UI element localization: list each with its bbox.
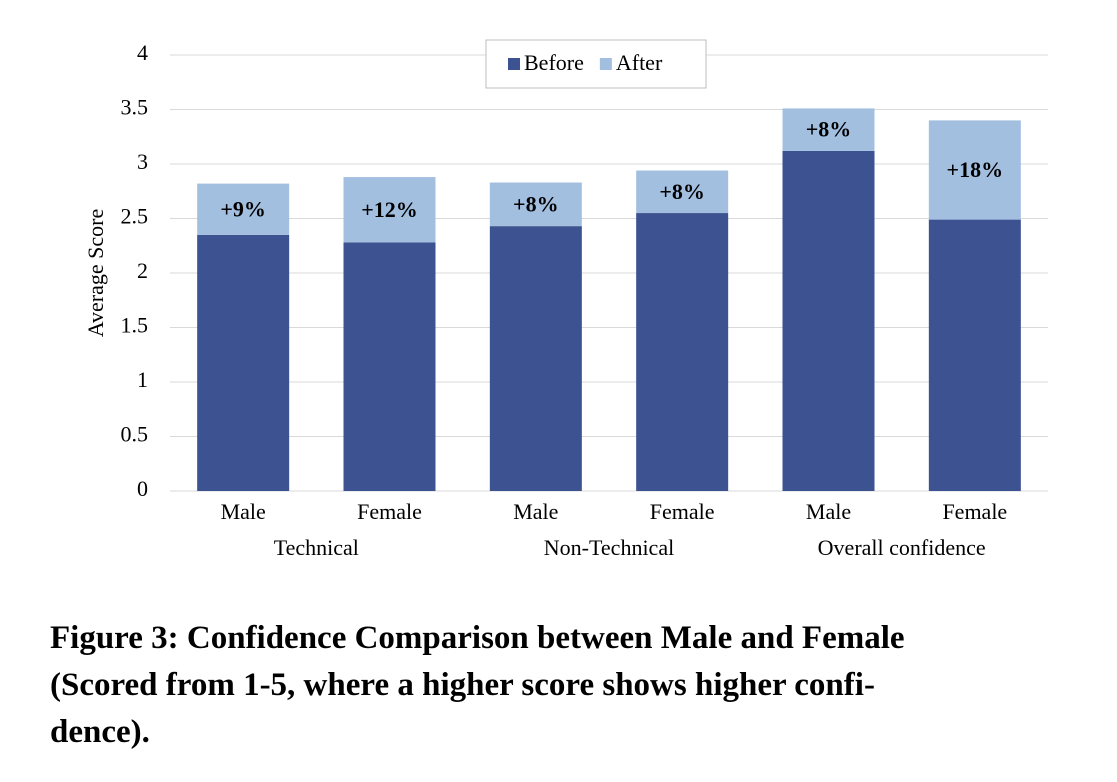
y-axis-label: Average Score <box>83 209 108 337</box>
bar-annotation: +12% <box>361 197 418 222</box>
x-tick-label: Male <box>221 499 266 524</box>
group-label: Overall confidence <box>818 535 986 560</box>
y-tick-label: 3 <box>137 149 148 174</box>
x-tick-label: Male <box>806 499 851 524</box>
x-tick-label: Male <box>513 499 558 524</box>
bar-annotation: +18% <box>947 157 1004 182</box>
bar-segment <box>197 234 290 491</box>
chart: Average Score 0 0.5 1 1.5 2 2.5 3 3.5 4 Male +9% Fe… <box>83 39 1048 560</box>
bar-segment <box>782 150 875 492</box>
bar-segment <box>636 213 729 492</box>
y-tick-label: 2.5 <box>121 204 149 229</box>
caption-line: Figure 3: Confidence Comparison between … <box>50 620 905 656</box>
bar-segment <box>489 182 582 227</box>
bar-segment <box>782 108 875 151</box>
caption-line: dence). <box>50 714 150 750</box>
legend-swatch <box>599 58 612 70</box>
x-tick-label: Female <box>942 499 1007 524</box>
x-tick-label: Female <box>357 499 422 524</box>
bar-segment <box>489 226 582 491</box>
legend-label: After <box>616 50 663 75</box>
y-tick-label: 0.5 <box>121 422 149 447</box>
bar-segment <box>343 242 436 491</box>
y-tick-label: 3.5 <box>121 95 149 120</box>
bar-segment <box>636 170 729 214</box>
y-tick-label: 4 <box>137 40 148 65</box>
bar-annotation: +8% <box>659 179 705 204</box>
legend-swatch <box>508 58 520 70</box>
bar-segment <box>928 120 1021 220</box>
group-label: Technical <box>274 535 359 560</box>
bar-annotation: +8% <box>806 117 852 142</box>
bar-annotation: +9% <box>220 196 266 221</box>
caption-line: (Scored from 1-5, where a higher score s… <box>50 667 875 703</box>
bar-segment <box>928 219 1021 491</box>
y-tick-label: 2 <box>137 258 148 283</box>
legend-label: Before <box>524 50 584 75</box>
bar-annotation: +8% <box>513 191 559 216</box>
y-tick-label: 1.5 <box>121 313 149 338</box>
legend-box <box>485 39 707 89</box>
y-tick-label: 0 <box>137 476 148 501</box>
bar-segment <box>197 183 290 235</box>
x-tick-label: Female <box>650 499 715 524</box>
group-label: Non-Technical <box>544 535 674 560</box>
bar-segment <box>343 177 436 243</box>
y-tick-label: 1 <box>137 367 148 392</box>
